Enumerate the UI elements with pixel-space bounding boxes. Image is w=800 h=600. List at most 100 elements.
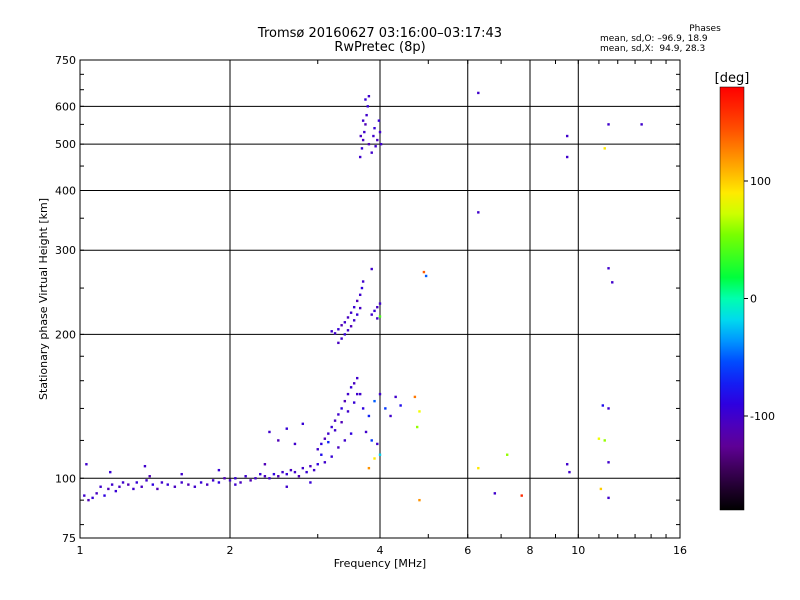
data-point	[376, 138, 379, 142]
data-point	[83, 494, 86, 497]
data-point	[132, 487, 135, 491]
data-point	[373, 126, 376, 130]
data-point	[352, 401, 356, 404]
data-point	[603, 147, 606, 150]
data-point	[352, 319, 356, 322]
data-point	[418, 410, 421, 413]
data-point	[359, 134, 362, 138]
data-point	[148, 475, 151, 478]
data-point	[109, 470, 112, 474]
data-point	[156, 487, 159, 491]
data-point	[346, 410, 350, 413]
data-point	[349, 386, 353, 389]
data-point	[340, 407, 343, 410]
colorbar-label: [deg]	[715, 71, 750, 86]
data-point	[151, 483, 155, 486]
data-point	[349, 432, 353, 435]
y-tick-label: 600	[55, 100, 76, 113]
data-point	[340, 337, 343, 340]
data-point	[107, 487, 110, 491]
data-point	[293, 470, 297, 474]
data-point	[355, 392, 359, 396]
data-point	[364, 98, 367, 101]
data-point	[211, 479, 215, 482]
y-tick-label: 75	[62, 532, 76, 545]
data-point	[340, 324, 343, 327]
data-point	[358, 293, 362, 297]
data-point	[285, 427, 288, 430]
data-point	[373, 457, 376, 460]
data-point	[346, 316, 350, 319]
data-point	[346, 329, 350, 332]
data-point	[223, 477, 226, 480]
data-point	[367, 94, 371, 98]
data-point	[418, 498, 421, 502]
x-tick-label: 16	[673, 544, 687, 557]
data-point	[330, 455, 333, 458]
data-point	[367, 142, 371, 146]
data-point	[493, 492, 497, 495]
data-point	[384, 407, 387, 410]
data-point	[415, 425, 419, 429]
data-point	[607, 461, 610, 464]
colorbar-tick-label: -100	[750, 410, 775, 423]
data-point	[320, 453, 323, 456]
data-point	[193, 485, 197, 488]
data-point	[355, 376, 359, 380]
data-point	[263, 475, 267, 478]
data-point	[378, 453, 382, 456]
data-point	[333, 429, 337, 432]
data-point	[367, 466, 371, 470]
data-point	[268, 477, 271, 480]
data-point	[352, 305, 356, 309]
data-point	[85, 463, 88, 466]
data-point	[205, 483, 209, 486]
data-point	[607, 123, 610, 126]
data-point	[337, 328, 340, 331]
data-point	[640, 123, 643, 126]
data-point	[173, 485, 177, 488]
data-point	[607, 407, 610, 410]
phases-box: Phases mean, sd,O: –96.9, 18.9 mean, sd,…	[600, 24, 770, 54]
data-point	[114, 489, 118, 493]
data-point	[603, 439, 606, 442]
data-point	[360, 147, 364, 150]
data-point	[180, 481, 183, 484]
data-point	[277, 439, 280, 442]
data-point	[361, 138, 365, 142]
data-point	[180, 472, 183, 476]
data-point	[118, 485, 121, 488]
data-point	[187, 483, 190, 486]
data-point	[477, 466, 480, 470]
data-point	[394, 395, 397, 399]
data-point	[333, 419, 337, 422]
data-point	[316, 463, 319, 466]
data-point	[323, 461, 327, 464]
data-point	[607, 496, 610, 500]
data-point	[99, 485, 102, 488]
data-point	[95, 492, 98, 495]
data-point	[337, 341, 340, 345]
data-point	[599, 487, 603, 491]
data-point	[370, 267, 373, 271]
data-point	[377, 119, 381, 122]
y-tick-label: 300	[55, 244, 76, 257]
data-point	[327, 432, 330, 435]
data-point	[323, 437, 327, 440]
data-point	[568, 470, 571, 474]
data-point	[413, 395, 417, 399]
colorbar	[719, 86, 745, 511]
data-point	[277, 475, 280, 478]
data-point	[340, 421, 343, 424]
data-point	[103, 494, 106, 497]
data-point	[370, 151, 373, 154]
data-point	[127, 483, 130, 486]
data-point	[378, 315, 382, 318]
data-point	[239, 481, 242, 484]
data-point	[244, 475, 247, 478]
data-point	[234, 483, 237, 486]
data-point	[343, 439, 347, 442]
data-point	[121, 481, 125, 484]
data-point	[376, 442, 379, 446]
